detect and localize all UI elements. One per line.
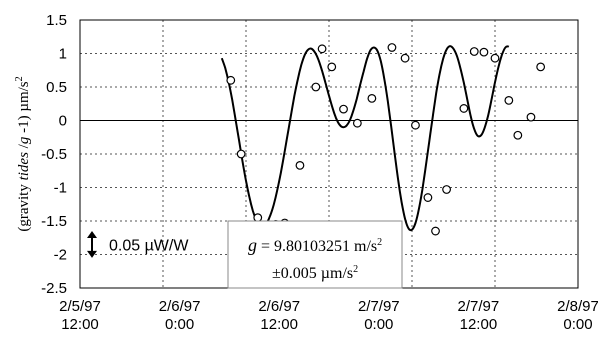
y-axis-label-part3: /: [16, 143, 32, 152]
data-point: [469, 47, 479, 56]
calibration-g-equation: = 9.80103251 m/s: [257, 238, 377, 255]
x-tick-label-time: 0:00: [364, 316, 393, 333]
x-tick-label-date: 2/6/97: [159, 298, 201, 315]
data-point: [536, 62, 546, 72]
y-axis-label-g: g: [16, 136, 32, 144]
data-point: [442, 185, 451, 194]
data-point: [311, 82, 321, 92]
x-tick-label-time: 0:00: [563, 316, 592, 333]
data-point: [431, 226, 440, 236]
y-axis-label-sup: 2: [14, 76, 25, 81]
y-tick-label: 1.5: [46, 12, 67, 29]
y-tick-label: 0: [59, 113, 67, 130]
y-tick-label: -0.5: [41, 146, 67, 163]
scale-bar-arrow-down-icon: [87, 250, 97, 258]
y-axis-label-part5: -1) µm/s: [16, 81, 32, 136]
y-tick-label: -1.5: [41, 213, 67, 230]
x-tick-label-date: 2/6/97: [258, 298, 300, 315]
y-tick-labels: 1.5 1 0.5 0 -0.5 -1 -1.5 -2 -2.5: [41, 12, 67, 297]
data-point: [327, 62, 337, 72]
x-tick-label-date: 2/5/97: [59, 298, 101, 315]
data-point: [387, 43, 397, 52]
scale-bar: 0.05 µW/W: [87, 231, 189, 258]
x-tick-label-date: 2/7/97: [358, 298, 400, 315]
data-point: [352, 118, 362, 128]
y-axis-label: (gravity tides /g -1) µm/s2: [14, 76, 32, 231]
measured-points: [226, 43, 546, 236]
calibration-uncertainty-sup: 2: [353, 264, 358, 275]
x-tick-labels: 2/5/9712:002/6/970:002/6/9712:002/7/970:…: [59, 298, 598, 333]
x-tick-label-date: 2/7/97: [458, 298, 500, 315]
data-point: [411, 120, 420, 130]
y-tick-label: -2: [54, 247, 67, 264]
data-point: [317, 44, 327, 54]
data-point: [253, 213, 263, 223]
data-point: [367, 93, 377, 103]
data-point: [490, 53, 500, 63]
y-tick-label: 1: [59, 46, 67, 63]
calibration-box: g = 9.80103251 m/s2 ±0.005 µm/s2: [227, 220, 403, 289]
data-point: [236, 149, 246, 159]
data-point: [504, 95, 514, 105]
x-tick-label-date: 2/8/97: [557, 298, 598, 315]
data-point: [526, 112, 536, 122]
y-tick-label: 0.5: [46, 79, 67, 96]
data-point: [226, 75, 236, 85]
calibration-uncertainty-value: ±0.005 µm/s: [272, 265, 353, 282]
scale-bar-label: 0.05 µW/W: [109, 237, 189, 254]
data-point: [513, 130, 523, 140]
y-tick-label: -1: [54, 180, 67, 197]
x-tick-label-time: 0:00: [165, 316, 194, 333]
calibration-g-symbol: g: [248, 235, 257, 255]
data-point: [459, 104, 469, 113]
x-tick-label-time: 12:00: [260, 316, 298, 333]
data-point: [423, 193, 433, 202]
y-axis-label-part1: (gravity: [16, 180, 32, 231]
y-tick-label: -2.5: [41, 280, 67, 297]
data-point: [295, 160, 305, 170]
x-tick-label-time: 12:00: [61, 316, 99, 333]
calibration-g-sup: 2: [377, 237, 382, 248]
calibration-g-value: g = 9.80103251 m/s2: [248, 235, 382, 255]
calibration-uncertainty: ±0.005 µm/s2: [272, 264, 358, 282]
data-point: [479, 47, 489, 57]
data-point: [400, 53, 410, 63]
calibration-box-frame: [227, 220, 403, 289]
y-axis-label-tides: tides: [16, 152, 32, 180]
scale-bar-arrow-up-icon: [87, 231, 97, 239]
fit-curve-line: [220, 45, 510, 232]
x-tick-label-time: 12:00: [460, 316, 498, 333]
data-point: [339, 104, 348, 114]
